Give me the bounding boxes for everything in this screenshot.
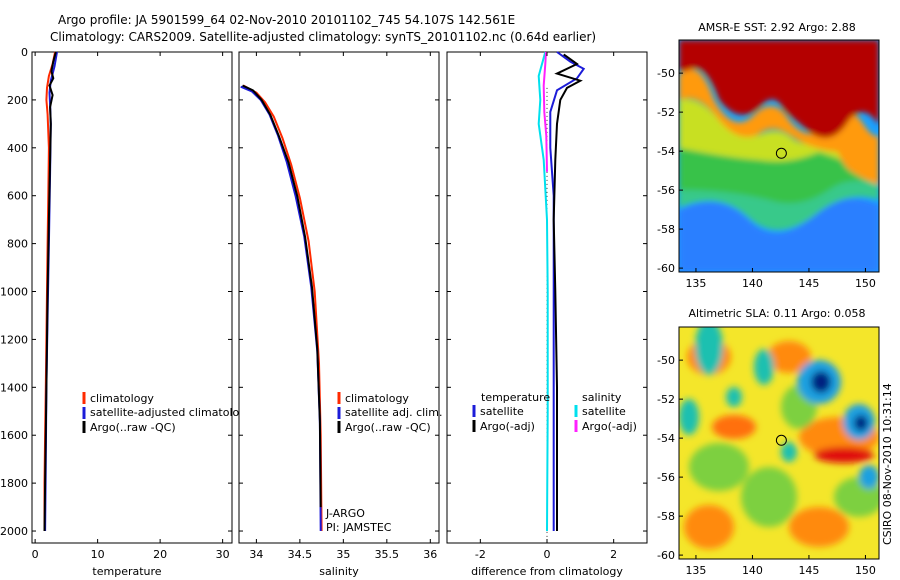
sla-map-title: Altimetric SLA: 0.11 Argo: 0.058 — [688, 307, 865, 320]
x-tick-label: 2 — [610, 548, 617, 561]
sla-map-frame — [678, 326, 880, 560]
series-line-salinity-argo-adj- — [542, 51, 548, 172]
x-tick-label: 35.5 — [375, 548, 400, 561]
map-y-tick-label: -52 — [657, 393, 675, 406]
y-tick-label: 600 — [7, 190, 28, 203]
sla-heatmap — [679, 327, 879, 559]
map-x-tick-label: 135 — [685, 564, 706, 577]
series-line-climatology — [242, 84, 323, 532]
x-tick-label: 36 — [423, 548, 437, 561]
y-tick-label: 0 — [21, 46, 28, 59]
temperature-xlabel: temperature — [92, 565, 161, 578]
y-tick-label: 400 — [7, 142, 28, 155]
salinity-panel: 34 34.5 35 35.5 36 salinity climatology sate… — [238, 51, 442, 578]
x-tick-label: -2 — [475, 548, 486, 561]
x-tick-label: 35 — [336, 548, 350, 561]
y-tick-label: 2000 — [0, 525, 28, 538]
difference-legend: temperature salinity satellite Argo(-adj… — [472, 391, 637, 433]
sst-map-title: AMSR-E SST: 2.92 Argo: 2.88 — [698, 21, 856, 34]
salinity-legend: climatology satellite adj. clim. Argo(..… — [337, 392, 442, 434]
salinity-xlabel: salinity — [319, 565, 359, 578]
legend-label-temperature-argo: Argo(-adj) — [480, 420, 535, 433]
argo-location-marker — [775, 434, 787, 446]
map-x-tick-label: 140 — [742, 277, 763, 290]
x-tick-label: 30 — [216, 548, 230, 561]
map-y-tick-label: -50 — [657, 354, 675, 367]
series-line-salinity-satellite — [537, 51, 549, 532]
map-y-tick-label: -56 — [657, 471, 675, 484]
legend-header-salinity: salinity — [582, 391, 622, 404]
x-tick-label: 10 — [91, 548, 105, 561]
temperature-axes-frame — [31, 51, 233, 544]
map-x-tick-label: 140 — [742, 564, 763, 577]
x-tick-label: 20 — [153, 548, 167, 561]
map-y-tick-label: -52 — [657, 106, 675, 119]
legend-header-temperature: temperature — [481, 391, 550, 404]
map-y-tick-label: -60 — [657, 262, 675, 275]
y-tick-label: 200 — [7, 94, 28, 107]
temperature-panel: 0 10 20 30 0 200 400 600 800 1000 1200 1400 1600 1800… — [0, 46, 253, 578]
figure-title-line1: Argo profile: JA 5901599_64 02-Nov-2010 … — [58, 13, 515, 27]
legend-label-argo: Argo(..raw -QC) — [90, 421, 176, 434]
figure-title-line2: Climatology: CARS2009. Satellite-adjuste… — [50, 30, 596, 44]
series-line-temperature-argo-adj- — [552, 53, 583, 531]
series-line-temperature-satellite — [549, 51, 586, 531]
y-tick-label: 1400 — [0, 381, 28, 394]
map-y-tick-label: -50 — [657, 67, 675, 80]
legend-label-satellite: satellite-adjusted climatology — [90, 406, 253, 419]
map-x-tick-label: 150 — [855, 564, 876, 577]
map-y-tick-label: -60 — [657, 549, 675, 562]
series-line-argo-raw-qc- — [242, 84, 322, 508]
y-tick-label: 800 — [7, 238, 28, 251]
x-tick-label: 34 — [249, 548, 263, 561]
salinity-axes-frame — [238, 51, 440, 544]
map-y-tick-label: -54 — [657, 145, 675, 158]
legend-label-temperature-satellite: satellite — [480, 405, 524, 418]
y-tick-label: 1200 — [0, 333, 28, 346]
difference-xlabel: difference from climatology — [471, 565, 623, 578]
legend-label-argo: Argo(..raw -QC) — [345, 421, 431, 434]
program-annotation: J-ARGO — [325, 507, 365, 520]
legend-label-salinity-satellite: satellite — [582, 405, 626, 418]
sst-map-frame — [678, 39, 880, 273]
argo-location-marker — [775, 147, 787, 159]
sla-map-panel: Altimetric SLA: 0.11 Argo: 0.058 — [657, 307, 880, 577]
map-y-tick-label: -58 — [657, 223, 675, 236]
temperature-legend: climatology satellite-adjusted climatolo… — [82, 392, 253, 434]
sst-heatmap — [679, 40, 879, 272]
x-tick-label: 34.5 — [288, 548, 313, 561]
x-tick-label: 0 — [544, 548, 551, 561]
sst-map-panel: AMSR-E SST: 2.92 Argo: 2.88 135 — [657, 21, 880, 290]
legend-label-salinity-argo: Argo(-adj) — [582, 420, 637, 433]
x-tick-label: 0 — [32, 548, 39, 561]
map-x-tick-label: 145 — [798, 564, 819, 577]
y-tick-label: 1000 — [0, 286, 28, 299]
legend-label-climatology: climatology — [345, 392, 409, 405]
credit-stamp: CSIRO 08-Nov-2010 10:31:14 — [881, 383, 894, 545]
map-y-tick-label: -58 — [657, 510, 675, 523]
legend-label-climatology: climatology — [90, 392, 154, 405]
series-line-argo-raw-qc- — [43, 51, 57, 532]
map-x-tick-label: 145 — [798, 277, 819, 290]
y-tick-label: 1600 — [0, 429, 28, 442]
legend-label-satellite: satellite adj. clim. — [345, 406, 442, 419]
y-tick-label: 1800 — [0, 477, 28, 490]
difference-panel: -2 0 2 difference from climatology tempera… — [446, 51, 648, 578]
pi-annotation: PI: JAMSTEC — [326, 521, 392, 534]
map-x-tick-label: 150 — [855, 277, 876, 290]
map-y-tick-label: -56 — [657, 184, 675, 197]
map-x-tick-label: 135 — [685, 277, 706, 290]
map-y-tick-label: -54 — [657, 432, 675, 445]
